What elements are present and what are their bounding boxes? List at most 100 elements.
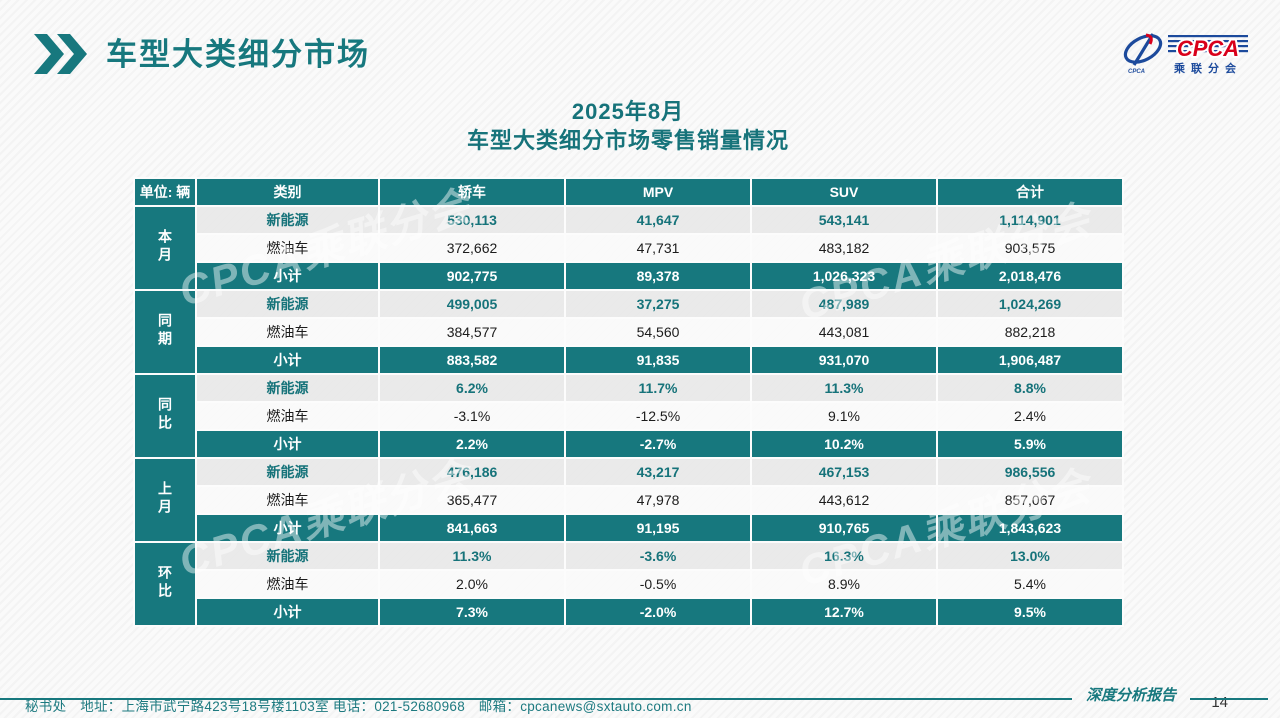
column-header-sedan: 轿车 [378,177,566,207]
value-cell: 443,081 [750,317,938,347]
logo-stripes [1168,35,1248,53]
value-cell: 54,560 [564,317,752,347]
value-cell: 530,113 [378,205,566,235]
column-header-mpv: MPV [564,177,752,207]
value-cell: 903,575 [936,233,1124,263]
category-cell: 新能源 [195,457,380,487]
value-cell: -3.6% [564,541,752,571]
value-cell: 931,070 [750,345,938,375]
value-cell: 91,835 [564,345,752,375]
value-cell: 37,275 [564,289,752,319]
value-cell: 2.0% [378,569,566,599]
table-title-block: 2025年8月 车型大类细分市场零售销量情况 [0,97,1256,155]
value-cell: -3.1% [378,401,566,431]
table-row: 燃油车 384,577 54,560 443,081 882,218 [134,317,1124,347]
category-cell: 燃油车 [195,233,380,263]
value-cell: 483,182 [750,233,938,263]
value-cell: 1,843,623 [936,513,1124,543]
double-chevron-icon [34,34,87,74]
category-cell: 小计 [195,597,380,627]
category-cell: 燃油车 [195,317,380,347]
value-cell: 47,978 [564,485,752,515]
subtitle-description: 车型大类细分市场零售销量情况 [466,128,789,153]
value-cell: 2.2% [378,429,566,459]
table-row: 同比 新能源 6.2% 11.7% 11.3% 8.8% [133,373,1124,459]
row-group-label: 上月 [133,457,197,543]
value-cell: 41,647 [564,205,752,235]
value-cell: 902,775 [378,261,566,291]
value-cell: 1,906,487 [936,345,1124,375]
table-row: 小计 883,582 91,835 931,070 1,906,487 [134,345,1124,375]
value-cell: 43,217 [564,457,752,487]
sales-table-wrap: 单位: 辆 类别 轿车 MPV SUV 合计 本月 新能源 530,113 41… [133,177,1124,657]
value-cell: 11.3% [750,373,938,403]
report-type-label: 深度分析报告 [1085,686,1176,704]
table-row: 小计 902,775 89,378 1,026,323 2,018,476 [134,261,1124,291]
value-cell: 841,663 [378,513,566,543]
value-cell: 6.2% [378,373,566,403]
value-cell: 2.4% [936,401,1124,431]
value-cell: 91,195 [564,513,752,543]
group-label-text: 同期 [157,312,173,349]
category-cell: 新能源 [195,541,380,571]
value-cell: 443,612 [750,485,938,515]
value-cell: -12.5% [564,401,752,431]
value-cell: -2.7% [564,429,752,459]
table-row: 小计 7.3% -2.0% 12.7% 9.5% [134,597,1124,627]
category-cell: 燃油车 [195,569,380,599]
group-label-text: 同比 [157,396,173,433]
value-cell: 16.3% [750,541,938,571]
value-cell: 89,378 [564,261,752,291]
table-row: 燃油车 365,477 47,978 443,612 857,067 [134,485,1124,515]
table-row: 环比 新能源 11.3% -3.6% 16.3% 13.0% [133,541,1124,627]
value-cell: 365,477 [378,485,566,515]
value-cell: 372,662 [378,233,566,263]
value-cell: 5.4% [936,569,1124,599]
category-cell: 燃油车 [195,485,380,515]
value-cell: 986,556 [936,457,1124,487]
value-cell: 857,067 [936,485,1124,515]
group-label-text: 上月 [157,480,173,517]
value-cell: 1,026,323 [750,261,938,291]
table-row: 上月 新能源 476,186 43,217 467,153 986,556 [133,457,1124,543]
column-header-category: 类别 [195,177,380,207]
table-row: 小计 2.2% -2.7% 10.2% 5.9% [134,429,1124,459]
value-cell: 12.7% [750,597,938,627]
row-group-label: 同期 [133,289,197,375]
table-row: 同期 新能源 499,005 37,275 487,989 1,024,269 [133,289,1124,375]
value-cell: 47,731 [564,233,752,263]
value-cell: 1,114,901 [936,205,1124,235]
footer-rule: 深度分析报告 [0,686,1280,709]
value-cell: 7.3% [378,597,566,627]
value-cell: 9.1% [750,401,938,431]
category-cell: 小计 [195,513,380,543]
value-cell: 13.0% [936,541,1124,571]
slide-header: 车型大类细分市场 [34,34,370,74]
group-label-text: 环比 [157,564,173,601]
value-cell: 5.9% [936,429,1124,459]
logo-small-mark: CPCA [1128,69,1145,75]
footer-divider-left [0,697,1072,700]
value-cell: 883,582 [378,345,566,375]
table-row: 燃油车 372,662 47,731 483,182 903,575 [134,233,1124,263]
category-cell: 燃油车 [195,401,380,431]
value-cell: 2,018,476 [936,261,1124,291]
value-cell: 882,218 [936,317,1124,347]
subtitle-month: 2025年8月 [571,99,685,124]
value-cell: 467,153 [750,457,938,487]
value-cell: 476,186 [378,457,566,487]
footer-contact-info: 秘书处 地址：上海市武宁路423号18号楼1103室 电话：021-526809… [25,699,692,714]
row-group-label: 环比 [133,541,197,627]
value-cell: 1,024,269 [936,289,1124,319]
table-row: 燃油车 -3.1% -12.5% 9.1% 2.4% [134,401,1124,431]
table-header-row: 单位: 辆 类别 轿车 MPV SUV 合计 [133,177,1124,207]
category-cell: 小计 [195,261,380,291]
row-group-label: 本月 [133,205,197,291]
column-header-suv: SUV [750,177,938,207]
value-cell: 8.9% [750,569,938,599]
category-cell: 小计 [195,345,380,375]
footer-divider-right [1190,697,1268,700]
value-cell: 10.2% [750,429,938,459]
page-title: 车型大类细分市场 [106,36,370,72]
value-cell: 11.7% [564,373,752,403]
